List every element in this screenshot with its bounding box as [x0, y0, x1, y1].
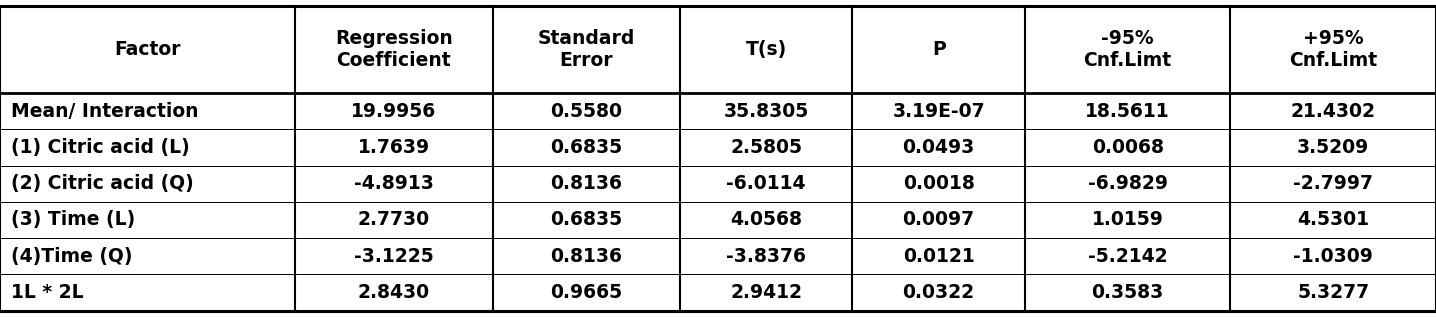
Text: 0.9665: 0.9665: [550, 283, 623, 302]
Text: 0.8136: 0.8136: [550, 247, 622, 266]
Text: 5.3277: 5.3277: [1297, 283, 1370, 302]
Text: (1) Citric acid (L): (1) Citric acid (L): [11, 138, 190, 157]
Text: T(s): T(s): [745, 40, 787, 59]
Text: 0.0097: 0.0097: [903, 210, 975, 230]
Text: -6.9829: -6.9829: [1087, 174, 1167, 193]
Text: -1.0309: -1.0309: [1294, 247, 1373, 266]
Text: 1L * 2L: 1L * 2L: [11, 283, 85, 302]
Text: -95%
Cnf.Limt: -95% Cnf.Limt: [1084, 29, 1172, 70]
Text: (2) Citric acid (Q): (2) Citric acid (Q): [11, 174, 194, 193]
Text: 2.7730: 2.7730: [358, 210, 429, 230]
Text: Mean/ Interaction: Mean/ Interaction: [11, 102, 200, 121]
Text: -2.7997: -2.7997: [1294, 174, 1373, 193]
Text: (3) Time (L): (3) Time (L): [11, 210, 136, 230]
Text: 3.5209: 3.5209: [1297, 138, 1370, 157]
Text: 19.9956: 19.9956: [352, 102, 437, 121]
Text: -3.8376: -3.8376: [727, 247, 806, 266]
Text: 2.9412: 2.9412: [729, 283, 803, 302]
Text: 0.0018: 0.0018: [903, 174, 975, 193]
Text: 2.8430: 2.8430: [358, 283, 429, 302]
Text: Regression
Coefficient: Regression Coefficient: [335, 29, 452, 70]
Text: 18.5611: 18.5611: [1086, 102, 1170, 121]
Text: 4.5301: 4.5301: [1297, 210, 1369, 230]
Text: 0.5580: 0.5580: [550, 102, 622, 121]
Text: 0.8136: 0.8136: [550, 174, 622, 193]
Text: -5.2142: -5.2142: [1088, 247, 1167, 266]
Text: 21.4302: 21.4302: [1291, 102, 1376, 121]
Text: Factor: Factor: [113, 40, 181, 59]
Text: -6.0114: -6.0114: [727, 174, 806, 193]
Text: P: P: [932, 40, 945, 59]
Text: 0.6835: 0.6835: [550, 138, 623, 157]
Text: 0.6835: 0.6835: [550, 210, 623, 230]
Text: Standard
Error: Standard Error: [538, 29, 635, 70]
Text: 1.0159: 1.0159: [1091, 210, 1163, 230]
Text: -4.8913: -4.8913: [353, 174, 434, 193]
Text: 1.7639: 1.7639: [358, 138, 429, 157]
Text: +95%
Cnf.Limt: +95% Cnf.Limt: [1290, 29, 1377, 70]
Text: 0.0121: 0.0121: [903, 247, 975, 266]
Text: -3.1225: -3.1225: [355, 247, 434, 266]
Text: 0.3583: 0.3583: [1091, 283, 1163, 302]
Text: 2.5805: 2.5805: [729, 138, 803, 157]
Text: 3.19E-07: 3.19E-07: [892, 102, 985, 121]
Text: 0.0068: 0.0068: [1091, 138, 1163, 157]
Text: 35.8305: 35.8305: [724, 102, 808, 121]
Text: (4)Time (Q): (4)Time (Q): [11, 247, 134, 266]
Text: 0.0493: 0.0493: [902, 138, 975, 157]
Text: 4.0568: 4.0568: [729, 210, 803, 230]
Text: 0.0322: 0.0322: [903, 283, 975, 302]
